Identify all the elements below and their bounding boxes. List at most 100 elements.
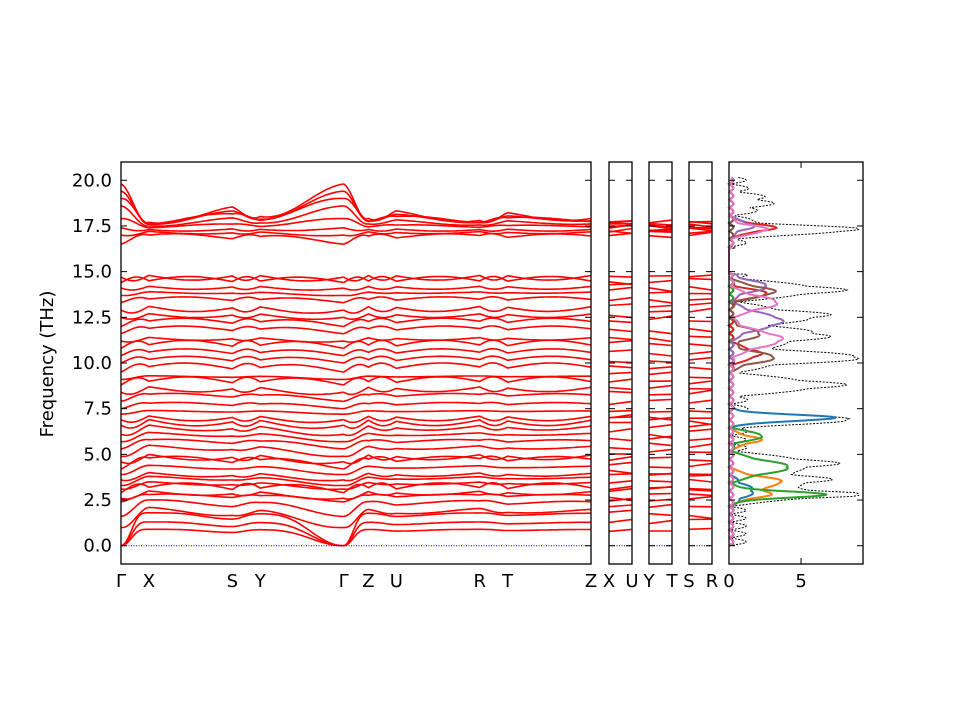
band-line <box>688 274 713 278</box>
x-tick-label: T <box>666 571 679 592</box>
band-line <box>120 183 592 224</box>
band-line <box>121 409 591 415</box>
band-line <box>648 224 673 229</box>
x-tick-label: T <box>501 571 514 592</box>
band-line <box>121 464 592 476</box>
band-line <box>608 509 633 513</box>
band-line <box>120 480 592 491</box>
y-tick-label: 10.0 <box>72 353 112 374</box>
y-tick-label: 5.0 <box>83 444 112 465</box>
band-line <box>688 443 713 449</box>
band-line <box>120 418 592 430</box>
band-line <box>608 518 633 524</box>
band-line <box>608 446 633 450</box>
band-line <box>648 423 673 429</box>
y-tick-label: 15.0 <box>72 262 112 283</box>
x-tick-label: R <box>706 571 719 592</box>
band-line <box>120 392 592 403</box>
band-line <box>688 462 713 468</box>
band-line <box>120 296 592 304</box>
band-line <box>120 285 592 291</box>
band-line <box>648 352 673 357</box>
x-tick-label: R <box>473 571 486 592</box>
band-line <box>121 506 592 529</box>
band-line <box>608 461 633 466</box>
x-tick-label: S <box>227 571 238 592</box>
band-line <box>688 474 713 477</box>
band-line <box>608 365 633 369</box>
band-line <box>648 398 673 402</box>
band-line <box>688 389 713 395</box>
band-line <box>648 287 673 293</box>
band-line <box>608 485 633 491</box>
band-line <box>608 339 633 344</box>
band-line <box>608 328 633 333</box>
band-line <box>648 435 673 440</box>
band-line <box>688 277 713 281</box>
band-line <box>648 416 673 421</box>
y-tick-label: 20.0 <box>72 170 112 191</box>
band-line <box>688 514 713 520</box>
y-tick-label: 17.5 <box>72 216 112 237</box>
band-line <box>120 431 592 443</box>
band-line <box>648 279 673 284</box>
band-line <box>688 478 713 483</box>
x-tick-label: Γ <box>116 571 126 592</box>
band-line <box>648 304 673 308</box>
band-line <box>608 437 633 442</box>
band-line <box>648 448 673 453</box>
band-line <box>648 337 673 343</box>
band-line <box>648 519 673 525</box>
band-line <box>648 472 673 476</box>
band-line <box>120 511 591 547</box>
band-line <box>608 487 633 493</box>
band-line <box>648 315 673 321</box>
band-line <box>608 320 633 324</box>
x-tick-label: Z <box>362 571 374 592</box>
band-line <box>648 291 673 294</box>
band-line <box>120 227 592 232</box>
band-line <box>688 495 713 500</box>
band-line <box>120 190 592 226</box>
band-line <box>608 303 633 307</box>
band-line <box>688 459 713 462</box>
band-line <box>120 424 592 437</box>
band-line <box>688 327 713 333</box>
band-line <box>120 415 592 424</box>
band-line <box>688 366 713 371</box>
y-tick-label: 2.5 <box>83 490 112 511</box>
band-line <box>648 330 673 335</box>
band-line <box>648 371 673 376</box>
band-line <box>648 466 673 469</box>
band-line <box>608 296 633 302</box>
band-line <box>120 385 592 396</box>
band-line <box>688 230 713 234</box>
band-line <box>608 386 633 391</box>
band-line <box>648 219 673 224</box>
band-line <box>120 362 592 373</box>
band-line <box>688 220 713 225</box>
band-line <box>608 281 633 286</box>
band-line <box>120 355 592 364</box>
band-line <box>688 380 713 385</box>
y-tick-label: 12.5 <box>72 307 112 328</box>
band-line <box>688 302 713 306</box>
band-line <box>648 512 673 517</box>
band-line <box>648 480 673 483</box>
band-line <box>608 497 633 502</box>
band-line <box>648 456 673 459</box>
labels-layer: 0.02.55.07.510.012.515.017.520.0Γ X S Y Γ Z U R… <box>72 170 807 592</box>
band-line <box>648 384 673 389</box>
band-line <box>648 433 673 439</box>
band-line <box>608 360 633 364</box>
band-line <box>688 350 713 355</box>
band-line <box>648 503 673 509</box>
x-tick-label: U <box>390 571 403 592</box>
band-line <box>688 399 713 404</box>
band-line <box>120 290 592 297</box>
band-line <box>688 335 713 338</box>
band-line <box>608 275 633 278</box>
band-line <box>608 469 633 475</box>
band-line <box>608 371 633 375</box>
band-line <box>688 356 713 361</box>
